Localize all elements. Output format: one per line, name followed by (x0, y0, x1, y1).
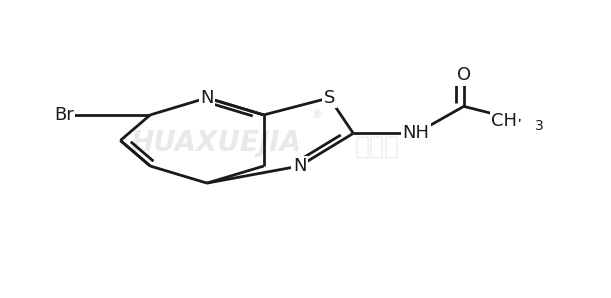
Text: 化学加: 化学加 (354, 134, 400, 158)
Text: 3: 3 (535, 119, 544, 133)
Text: ®: ® (312, 110, 323, 120)
Text: S: S (324, 89, 335, 107)
Text: O: O (456, 66, 471, 84)
Text: N: N (293, 157, 306, 175)
Text: NH: NH (403, 124, 430, 142)
Text: HUAXUEJIA: HUAXUEJIA (130, 129, 301, 157)
Text: Br: Br (54, 106, 73, 124)
Text: N: N (200, 89, 214, 107)
Text: CH: CH (491, 111, 518, 130)
